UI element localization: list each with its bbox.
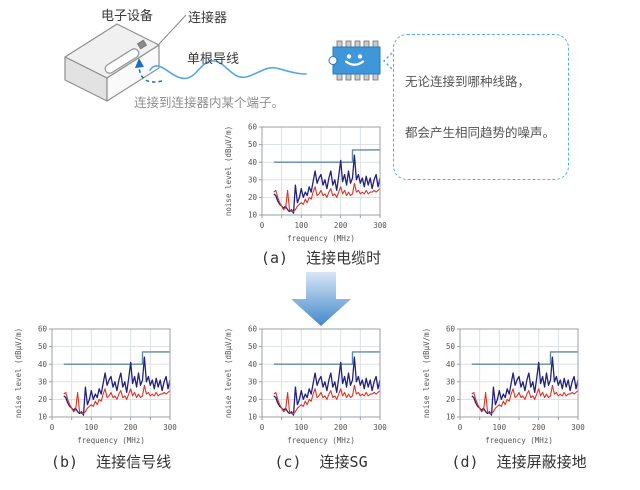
y-tick-label: 20 — [446, 395, 456, 404]
series-noise-trace-red — [273, 182, 381, 213]
y-axis-title: noise level (dBμV/m) — [14, 328, 23, 418]
series-noise-trace-dark — [273, 154, 381, 214]
x-tick-label: 100 — [85, 423, 99, 432]
y-tick-label: 60 — [248, 325, 258, 334]
chart-panel-a: 10 20 30 40 50 60 0 100 200 300 frequency (MHz) noi… — [224, 123, 387, 243]
chip-smiley-face — [344, 54, 365, 66]
y-axis-title: noise level (dBμV/m) — [422, 328, 431, 418]
caption-chart-b: (b) 连接信号线 — [50, 453, 172, 471]
caption-chart-c: (c) 连接SG — [274, 453, 368, 471]
x-axis-title: frequency (MHz) — [287, 436, 355, 445]
speech-bubble-line1: 无论连接到哪种线路， — [405, 74, 531, 89]
chart-panel-d: 10 20 30 40 50 60 0 100 200 300 frequency (MHz) noi… — [422, 325, 585, 445]
chart-panel-b: 10 20 30 40 50 60 0 100 200 300 frequency (MHz) noi… — [14, 325, 177, 445]
x-axis-title: frequency (MHz) — [77, 436, 145, 445]
y-tick-label: 10 — [248, 413, 258, 422]
y-tick-label: 20 — [248, 395, 258, 404]
y-tick-label: 50 — [248, 140, 258, 149]
device-box-right-face — [106, 44, 160, 102]
y-tick-label: 40 — [38, 360, 48, 369]
y-tick-label: 60 — [248, 123, 258, 132]
speech-bubble-line2: 都会产生相同趋势的噪声。 — [405, 125, 556, 140]
terminal-note: 连接到连接器内某个端子。 — [134, 95, 285, 110]
x-axis-title: frequency (MHz) — [287, 234, 355, 243]
y-tick-label: 20 — [38, 395, 48, 404]
y-tick-label: 40 — [248, 158, 258, 167]
chip-pins — [336, 40, 379, 81]
y-tick-label: 60 — [446, 325, 456, 334]
y-tick-label: 30 — [446, 377, 456, 386]
connector-label: 连接器 — [188, 11, 228, 26]
y-tick-label: 10 — [248, 211, 258, 220]
y-tick-label: 10 — [446, 413, 456, 422]
speech-bubble-tail — [383, 52, 393, 70]
x-tick-label: 300 — [163, 423, 177, 432]
down-arrow-icon — [291, 272, 351, 326]
y-tick-label: 30 — [248, 175, 258, 184]
y-axis-title: noise level (dBμV/m) — [224, 328, 233, 418]
series-regulation-limit — [273, 351, 380, 365]
series-noise-trace-dark — [471, 356, 579, 416]
x-tick-label: 0 — [50, 423, 55, 432]
x-tick-label: 300 — [373, 221, 387, 230]
x-tick-label: 200 — [334, 221, 348, 230]
x-tick-label: 200 — [334, 423, 348, 432]
series-noise-trace-dark — [273, 356, 381, 416]
series-regulation-limit — [273, 149, 380, 163]
series-regulation-limit — [63, 351, 170, 365]
terminal-arrow-curve — [138, 65, 163, 83]
speech-bubble: 无论连接到哪种线路， 都会产生相同趋势的噪声。 — [393, 34, 569, 180]
x-tick-label: 100 — [493, 423, 507, 432]
series-noise-trace-red — [63, 384, 171, 415]
x-tick-label: 300 — [373, 423, 387, 432]
series-noise-trace-red — [471, 384, 579, 415]
terminal-arrow-head — [135, 58, 144, 68]
chip-notch — [328, 56, 338, 65]
ic-chip-icon — [328, 40, 381, 81]
y-tick-label: 40 — [248, 360, 258, 369]
device-wire-illustration — [64, 14, 393, 102]
series-noise-trace-dark — [63, 356, 171, 416]
y-tick-label: 40 — [446, 360, 456, 369]
x-tick-label: 300 — [571, 423, 585, 432]
caption-chart-a: (a) 连接电缆时 — [260, 249, 382, 267]
x-axis-title: frequency (MHz) — [485, 436, 553, 445]
y-tick-label: 60 — [38, 325, 48, 334]
down-arrow-shape — [291, 272, 351, 326]
wire-label: 单根导线 — [187, 52, 240, 67]
connector-nub — [137, 39, 147, 50]
y-tick-label: 30 — [248, 377, 258, 386]
x-tick-label: 100 — [295, 423, 309, 432]
y-tick-label: 50 — [38, 342, 48, 351]
y-tick-label: 50 — [248, 342, 258, 351]
y-tick-label: 50 — [446, 342, 456, 351]
x-tick-label: 0 — [458, 423, 463, 432]
x-tick-label: 200 — [532, 423, 546, 432]
y-tick-label: 30 — [38, 377, 48, 386]
y-tick-label: 20 — [248, 193, 258, 202]
x-tick-label: 200 — [124, 423, 138, 432]
single-wire — [149, 60, 307, 80]
connector-slot — [104, 48, 140, 74]
series-regulation-limit — [471, 351, 578, 365]
device-box — [64, 23, 160, 102]
x-tick-label: 100 — [295, 221, 309, 230]
chart-panel-c: 10 20 30 40 50 60 0 100 200 300 frequency (MHz) noi… — [224, 325, 387, 445]
device-label: 电子设备 — [101, 9, 154, 24]
y-tick-label: 10 — [38, 413, 48, 422]
chip-body — [332, 46, 381, 75]
caption-chart-d: (d) 连接屏蔽接地 — [451, 453, 587, 471]
y-axis-title: noise level (dBμV/m) — [224, 126, 233, 216]
x-tick-label: 0 — [260, 423, 265, 432]
x-tick-label: 0 — [260, 221, 265, 230]
series-noise-trace-red — [273, 384, 381, 415]
